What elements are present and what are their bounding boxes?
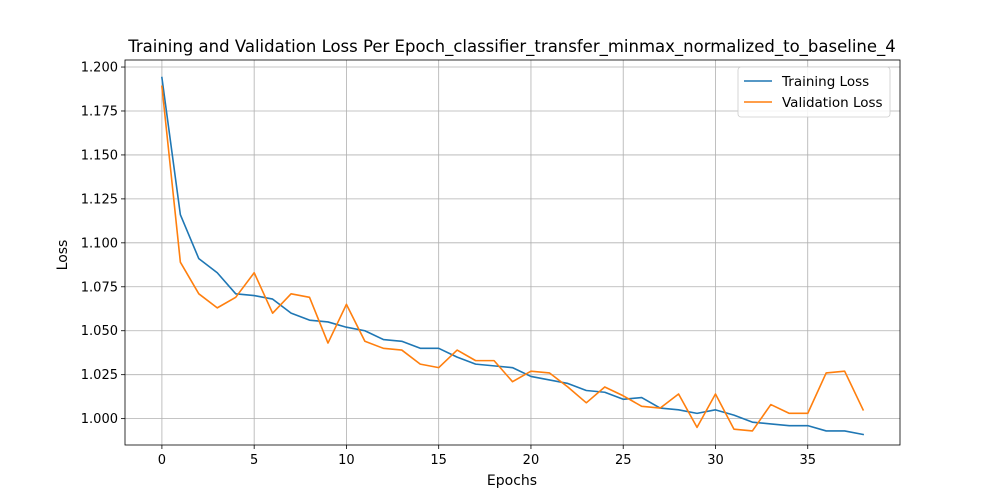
x-tick-label: 0 bbox=[158, 453, 166, 468]
y-tick-label: 1.100 bbox=[81, 236, 118, 251]
legend-box bbox=[737, 66, 891, 118]
y-tick-label: 1.175 bbox=[81, 104, 118, 119]
x-axis-label: Epochs bbox=[487, 473, 537, 489]
y-tick-label: 1.200 bbox=[81, 61, 118, 76]
x-tick-label: 25 bbox=[615, 453, 632, 468]
legend: Training Loss Validation Loss bbox=[737, 66, 891, 118]
series-line-training-loss bbox=[161, 76, 865, 436]
x-tick-label: 10 bbox=[338, 453, 355, 468]
y-tick-label: 1.050 bbox=[81, 324, 118, 339]
series-lines bbox=[161, 76, 865, 436]
x-tick-label: 15 bbox=[430, 453, 447, 468]
x-tick-label: 5 bbox=[250, 453, 258, 468]
x-tick-label: 30 bbox=[707, 453, 724, 468]
x-tick-label: 35 bbox=[799, 453, 816, 468]
grid bbox=[125, 60, 900, 445]
plot-frame bbox=[124, 59, 901, 446]
legend-label: Validation Loss bbox=[782, 95, 883, 111]
y-tick-label: 1.025 bbox=[81, 368, 118, 383]
y-tick-label: 1.000 bbox=[81, 412, 118, 427]
y-tick-label: 1.075 bbox=[81, 280, 118, 295]
y-tick-label: 1.150 bbox=[81, 148, 118, 163]
axes: 0 5 10 15 20 25 30 35 1.000 1.025 1.050 1.075 1.100 1… bbox=[81, 59, 901, 468]
legend-label: Training Loss bbox=[781, 74, 869, 90]
y-axis-label: Loss bbox=[55, 240, 71, 271]
y-tick-label: 1.125 bbox=[81, 192, 118, 207]
chart-title: Training and Validation Loss Per Epoch_c… bbox=[127, 37, 896, 57]
series-line-validation-loss bbox=[161, 85, 865, 432]
x-tick-label: 20 bbox=[523, 453, 540, 468]
